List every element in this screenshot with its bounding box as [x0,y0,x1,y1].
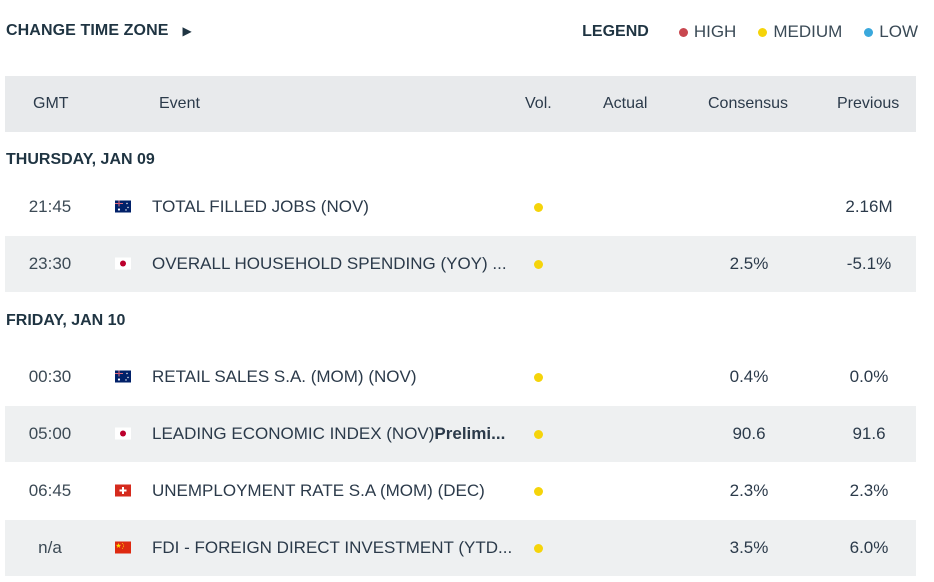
legend-item-low: LOW [864,22,918,42]
header-vol: Vol. [525,95,552,112]
change-time-zone-button[interactable]: CHANGE TIME ZONE ▶ [6,22,192,40]
table-header: GMT Event Vol. Actual Consensus Previous [5,76,916,132]
medium-volatility-dot-icon [534,203,543,212]
header-gmt: GMT [33,95,69,112]
volatility-legend: LEGEND HIGH MEDIUM LOW [582,22,918,42]
table-row[interactable]: 00:30 RETAIL SALES S.A. (MOM) (NOV) 0.4%… [5,349,916,405]
event-title: UNEMPLOYMENT RATE S.A (MOM) (DEC) [152,481,485,500]
table-row[interactable]: 23:30 OVERALL HOUSEHOLD SPENDING (YOY) .… [5,236,916,292]
row-event[interactable]: LEADING ECONOMIC INDEX (NOV)Prelimi... [152,424,505,444]
event-title: TOTAL FILLED JOBS (NOV) [152,197,369,216]
medium-volatility-dot-icon [534,373,543,382]
row-time: 00:30 [28,367,72,386]
event-title: OVERALL HOUSEHOLD SPENDING (YOY) ... [152,254,507,273]
japan-flag-icon [115,257,131,270]
row-event[interactable]: RETAIL SALES S.A. (MOM) (NOV) [152,367,416,387]
play-arrow-icon: ▶ [182,24,192,38]
row-event[interactable]: OVERALL HOUSEHOLD SPENDING (YOY) ... [152,254,507,274]
table-row[interactable]: 05:00 LEADING ECONOMIC INDEX (NOV)Prelim… [5,406,916,462]
table-row[interactable]: n/a FDI - FOREIGN DIRECT INVESTMENT (YTD… [5,520,916,576]
row-consensus: 90.6 [732,424,766,443]
event-title: FDI - FOREIGN DIRECT INVESTMENT (YTD... [152,538,513,557]
medium-volatility-dot-icon [534,487,543,496]
event-title: LEADING ECONOMIC INDEX (NOV) [152,424,435,443]
row-consensus: 2.5% [729,254,769,273]
legend-title: LEGEND [582,23,649,40]
change-time-zone-label: CHANGE TIME ZONE [6,22,169,39]
medium-volatility-dot-icon [534,544,543,553]
row-previous: 2.3% [849,481,889,500]
row-event[interactable]: TOTAL FILLED JOBS (NOV) [152,197,369,217]
china-flag-icon [115,541,131,554]
row-consensus: 3.5% [729,538,769,557]
row-time: 06:45 [28,481,72,500]
row-consensus: 0.4% [729,367,769,386]
legend-item-high: HIGH [678,22,737,42]
low-dot-icon [864,27,874,37]
calendar-toolbar: CHANGE TIME ZONE ▶ LEGEND HIGH MEDIUM LO… [0,0,934,70]
day-heading: THURSDAY, JAN 09 [6,151,155,168]
row-time: n/a [38,538,62,557]
legend-item-medium: MEDIUM [758,22,842,42]
row-previous: 6.0% [849,538,889,557]
event-title-suffix: Prelimi... [434,424,506,443]
medium-dot-icon [758,27,768,37]
row-previous: -5.1% [846,254,892,273]
row-event[interactable]: UNEMPLOYMENT RATE S.A (MOM) (DEC) [152,481,485,501]
table-row[interactable]: 21:45 TOTAL FILLED JOBS (NOV) 2.16M [5,179,916,235]
japan-flag-icon [115,427,131,440]
legend-label-low: LOW [879,22,918,41]
day-heading: FRIDAY, JAN 10 [6,312,126,329]
australia-flag-icon [115,200,131,213]
row-previous: 2.16M [845,197,893,216]
legend-label-high: HIGH [693,22,737,41]
header-consensus: Consensus [708,95,789,112]
row-time: 05:00 [28,424,72,443]
legend-label-medium: MEDIUM [773,22,843,41]
row-time: 21:45 [28,197,72,216]
event-title: RETAIL SALES S.A. (MOM) (NOV) [152,367,417,386]
medium-volatility-dot-icon [534,430,543,439]
medium-volatility-dot-icon [534,260,543,269]
header-event: Event [159,95,200,112]
australia-flag-icon [115,370,131,383]
row-time: 23:30 [28,254,72,273]
row-previous: 91.6 [852,424,886,443]
header-actual: Actual [603,95,648,112]
switzerland-flag-icon [115,484,131,497]
row-previous: 0.0% [849,367,889,386]
table-row[interactable]: 06:45 UNEMPLOYMENT RATE S.A (MOM) (DEC) … [5,463,916,519]
row-event[interactable]: FDI - FOREIGN DIRECT INVESTMENT (YTD... [152,538,512,558]
row-consensus: 2.3% [729,481,769,500]
high-dot-icon [678,27,688,37]
header-previous: Previous [837,95,900,112]
